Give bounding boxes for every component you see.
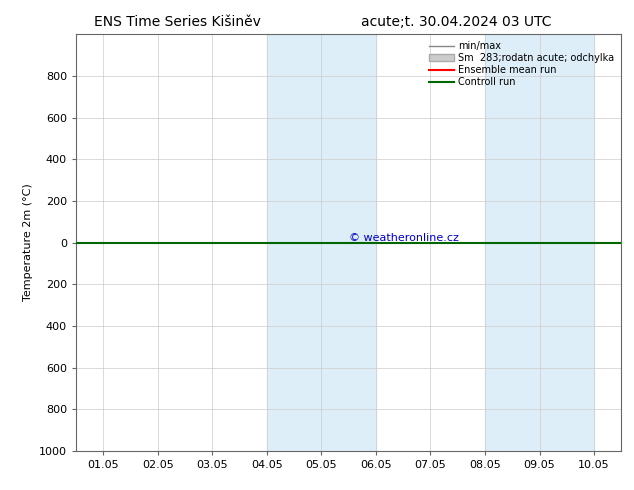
Y-axis label: Temperature 2m (°C): Temperature 2m (°C) [23, 184, 34, 301]
Bar [267, 34, 376, 451]
Legend: min/max, Sm  283;rodatn acute; odchylka, Ensemble mean run, Controll run: min/max, Sm 283;rodatn acute; odchylka, … [427, 39, 616, 89]
Text: ENS Time Series Kišiněv: ENS Time Series Kišiněv [94, 15, 261, 29]
Text: © weatheronline.cz: © weatheronline.cz [349, 233, 458, 243]
Bar [485, 34, 594, 451]
Text: acute;t. 30.04.2024 03 UTC: acute;t. 30.04.2024 03 UTC [361, 15, 552, 29]
